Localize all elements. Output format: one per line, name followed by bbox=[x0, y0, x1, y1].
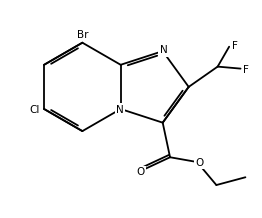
Text: F: F bbox=[232, 41, 238, 51]
Text: N: N bbox=[116, 105, 124, 114]
Text: Cl: Cl bbox=[29, 105, 40, 115]
Text: N: N bbox=[160, 45, 167, 55]
Text: Br: Br bbox=[77, 30, 88, 40]
Text: F: F bbox=[243, 65, 249, 75]
Text: O: O bbox=[136, 167, 145, 177]
Text: O: O bbox=[195, 158, 203, 168]
